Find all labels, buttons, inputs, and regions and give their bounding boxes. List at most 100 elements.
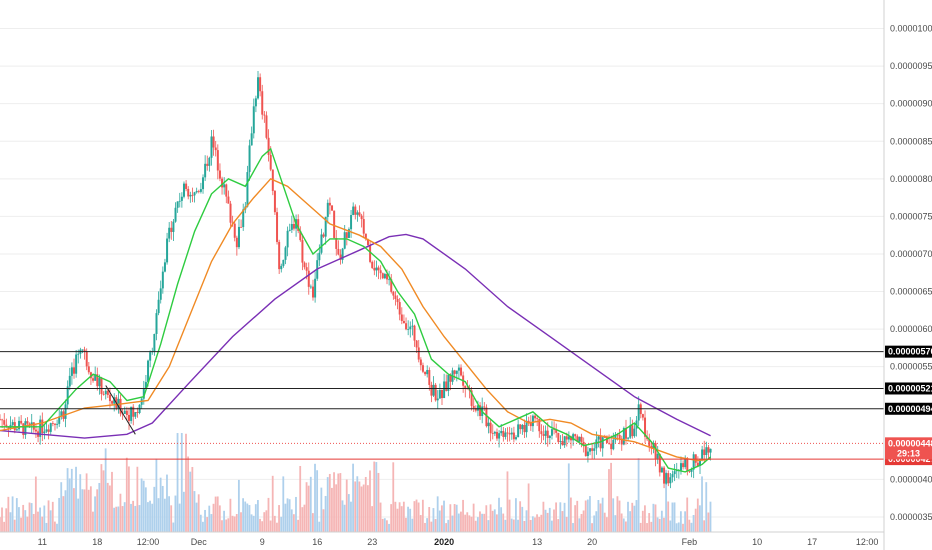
volume-bar — [235, 514, 238, 532]
volume-bar — [407, 506, 409, 532]
volume-bar — [311, 513, 314, 532]
candle-body — [73, 367, 76, 374]
candle-body — [326, 202, 329, 217]
candle-body — [622, 427, 625, 445]
volume-bar — [485, 505, 488, 532]
volume-bar — [517, 519, 519, 532]
candle-body — [548, 435, 551, 438]
candle-body — [411, 325, 414, 327]
candle-body — [335, 237, 338, 249]
candle-body — [278, 241, 281, 270]
volume-bar — [138, 505, 141, 532]
candle-body — [147, 360, 150, 383]
candle-body — [172, 221, 175, 232]
volume-bar — [495, 514, 498, 532]
candle-body — [584, 444, 587, 457]
candle-body — [394, 295, 397, 299]
candle-body — [570, 436, 573, 441]
candle-body — [692, 454, 695, 470]
volume-bar — [227, 518, 230, 532]
volume-bar — [654, 504, 657, 532]
candle-body — [339, 254, 342, 260]
candle-body — [421, 365, 424, 372]
candle-body — [428, 370, 431, 385]
volume-bar — [521, 506, 524, 532]
volume-bar — [218, 505, 221, 532]
candle-body — [180, 196, 183, 201]
candle-body — [269, 154, 272, 170]
volume-bar — [246, 503, 249, 532]
volume-bar — [193, 491, 196, 532]
candle-body — [3, 420, 6, 425]
candle-body — [500, 430, 503, 434]
candle-body — [34, 429, 37, 432]
candle-body — [555, 429, 558, 433]
candle-body — [119, 398, 122, 414]
volume-bar — [26, 516, 29, 532]
candle-body — [185, 183, 188, 189]
volume-bar — [675, 523, 678, 532]
candle-body — [324, 216, 327, 237]
volume-bar — [130, 503, 132, 532]
candle-body — [479, 405, 482, 416]
candles — [0, 71, 712, 489]
volume-bar — [210, 514, 213, 532]
time-tick-label: Feb — [682, 537, 698, 547]
candle-body — [419, 359, 422, 366]
time-tick-label: 9 — [260, 537, 265, 547]
volume-bar — [529, 519, 532, 532]
volume-bar — [476, 517, 479, 532]
price-tag — [885, 345, 932, 358]
candle-body — [673, 471, 676, 475]
candle-body — [536, 418, 539, 420]
candle-body — [542, 434, 545, 436]
moving-averages — [0, 147, 712, 473]
candle-body — [383, 273, 386, 279]
candle-body — [631, 425, 634, 437]
volume-bar — [85, 473, 88, 532]
volume-bar — [0, 517, 1, 532]
volume-bar — [519, 501, 522, 532]
volume-bar — [98, 482, 101, 532]
candle-body — [538, 418, 541, 432]
volume-bar — [696, 498, 699, 532]
candle-body — [644, 417, 647, 437]
volume-bar — [128, 466, 130, 532]
time-tick-label: 10 — [752, 537, 762, 547]
candle-body — [191, 194, 194, 196]
candle-body — [527, 420, 530, 423]
candle-body — [589, 448, 592, 452]
candle-body — [426, 370, 429, 375]
candle-body — [280, 265, 283, 270]
candle-body — [586, 451, 589, 457]
candle-body — [364, 233, 367, 240]
volume-bar — [68, 478, 71, 532]
candle-body — [402, 320, 405, 324]
volume-bar — [314, 463, 316, 532]
volume-bar — [280, 516, 283, 532]
volume-bar — [252, 515, 255, 532]
candle-body — [531, 415, 534, 427]
candle-body — [430, 384, 433, 396]
candle-body — [347, 229, 350, 238]
time-tick-label: 2020 — [434, 537, 454, 547]
volume-bar — [100, 464, 103, 532]
candle-body — [254, 98, 257, 107]
volume-bar — [392, 462, 395, 532]
candle-body — [24, 421, 27, 435]
candle-body — [392, 291, 395, 296]
candle-body — [56, 423, 59, 425]
candle-body — [671, 474, 674, 478]
candle-body — [457, 367, 460, 371]
volume-bar — [508, 499, 511, 532]
candle-body — [679, 463, 682, 471]
candle-body — [396, 298, 399, 303]
candle-body — [233, 223, 236, 238]
candle-body — [637, 404, 640, 421]
volume-bar — [151, 503, 154, 532]
volume-bar — [525, 510, 528, 532]
volume-bar — [489, 504, 492, 532]
volume-bar — [221, 520, 223, 532]
